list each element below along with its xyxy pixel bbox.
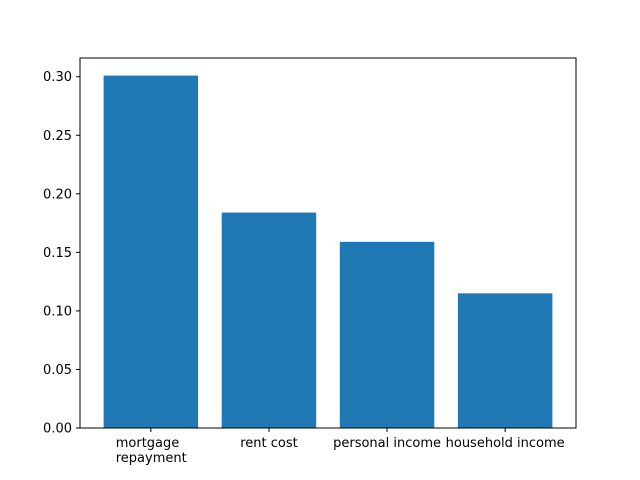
bar-3 [457, 293, 553, 428]
bar-0 [103, 75, 199, 428]
x-tick-label-1: rent cost [240, 436, 298, 451]
bar-2 [339, 241, 435, 428]
y-tick-label-3: 0.15 [43, 246, 72, 261]
y-tick-label-4: 0.20 [43, 187, 72, 202]
bar-1 [221, 212, 317, 428]
x-tick-label-3: household income [446, 436, 565, 451]
y-axis: 0.00 0.05 0.10 0.15 0.20 0.25 0.30 [43, 70, 80, 437]
x-tick-label-0: mortgage repayment [116, 436, 187, 466]
y-tick-label-6: 0.30 [43, 70, 72, 85]
y-tick-label-2: 0.10 [43, 304, 72, 319]
plot-frame [79, 57, 577, 429]
x-axis: mortgage repayment rent cost personal incom… [116, 428, 565, 466]
y-tick-label-1: 0.05 [43, 363, 72, 378]
y-tick-label-5: 0.25 [43, 129, 72, 144]
x-tick-label-2: personal income [333, 436, 441, 451]
bars-group [103, 75, 553, 428]
y-tick-label-0: 0.00 [43, 422, 72, 437]
